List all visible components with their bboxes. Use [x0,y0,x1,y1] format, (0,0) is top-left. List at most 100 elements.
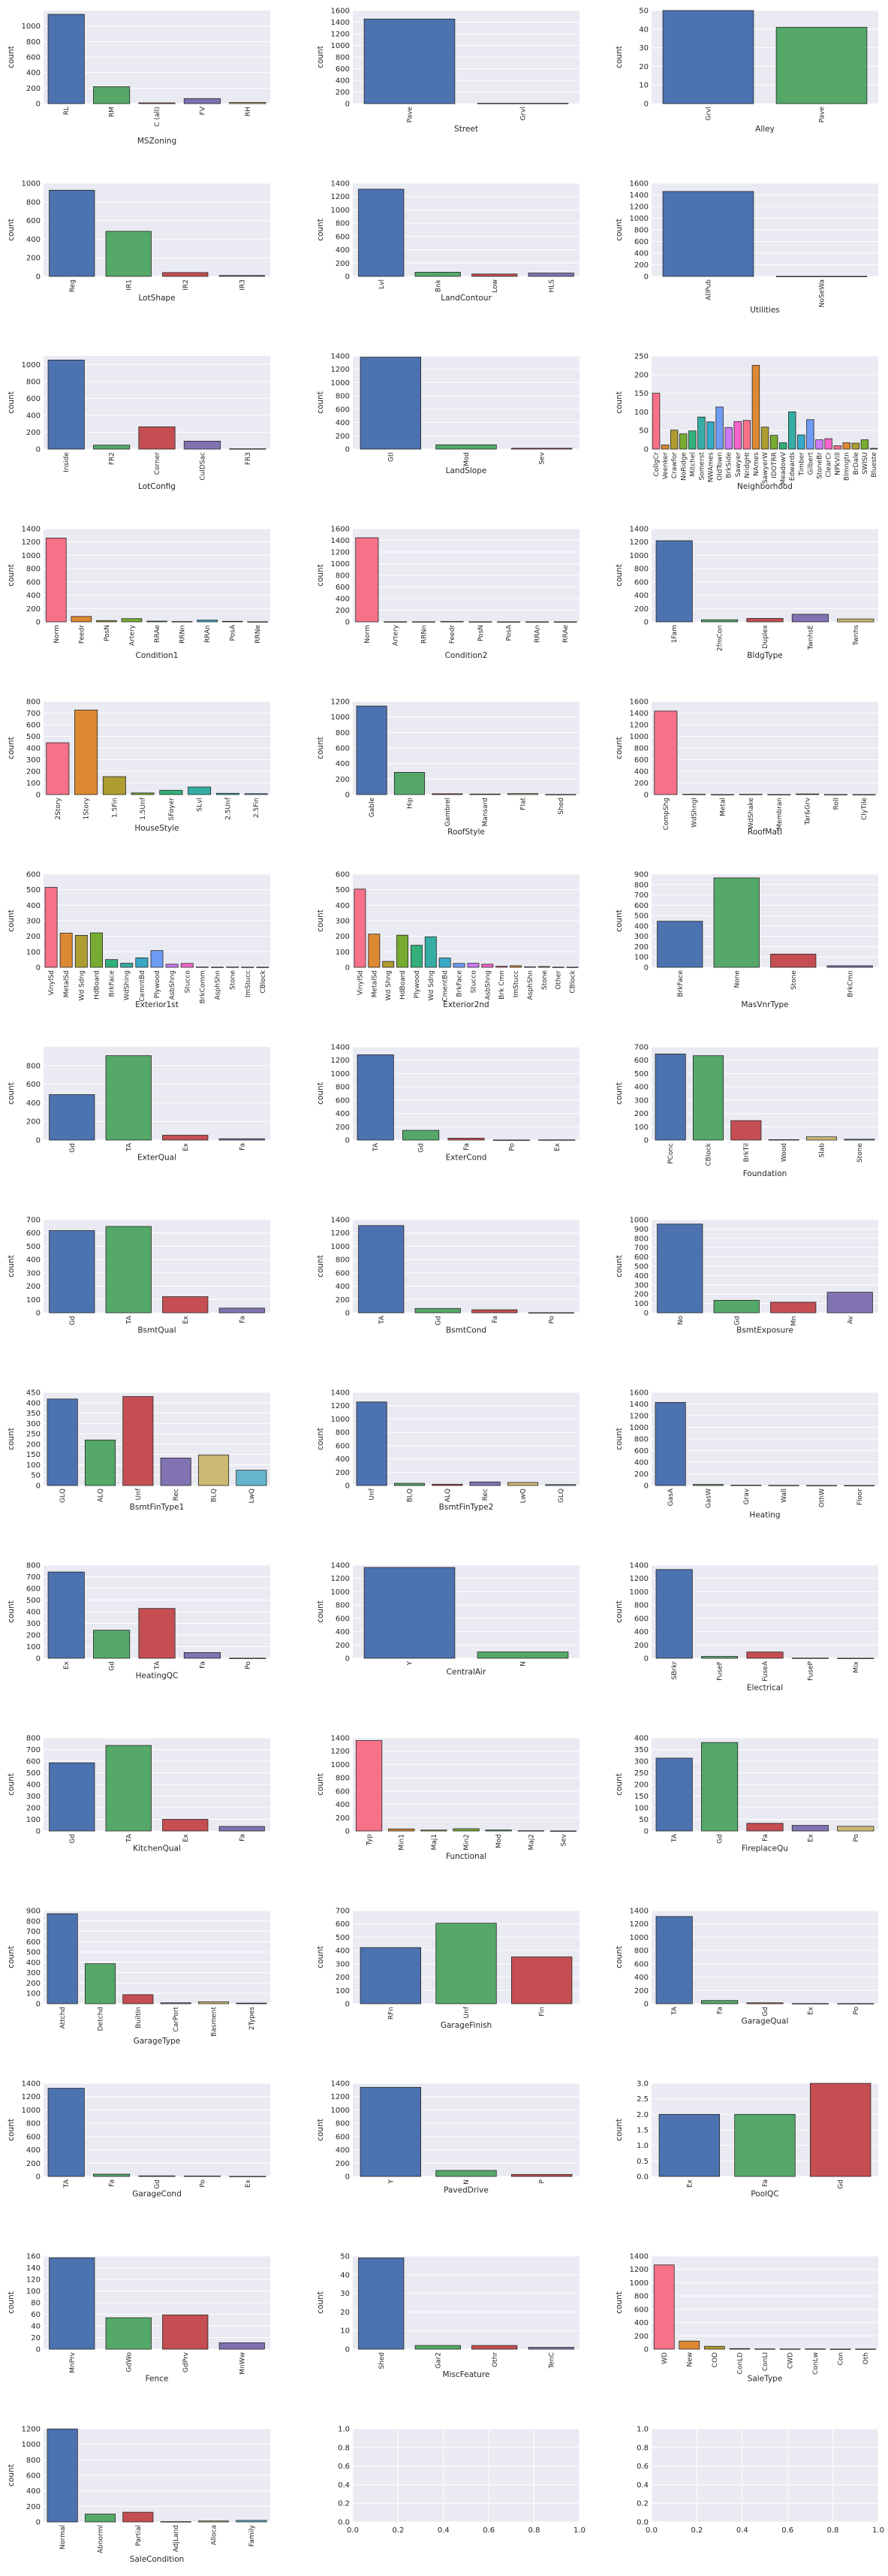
x-tick-label: PConc [667,1143,675,1164]
bar [135,957,149,968]
x-tick-label: Sev [539,451,546,464]
y-axis-label: count [615,564,624,587]
y-tick-label: 1000 [630,1424,649,1432]
y-tick-label: 800 [336,1256,350,1265]
bar [120,963,134,968]
x-tick-label: BuiltIn [135,2007,143,2029]
x-tick-label: WdShing [124,970,131,1000]
bar [662,191,754,277]
y-tick-label: 800 [26,566,41,574]
y-tick-label: 800 [26,1917,41,1926]
x-tick-label: Plywood [154,970,161,998]
x-axis-label: BsmtExposure [736,1326,793,1335]
bar [679,2340,700,2350]
x-tick-label: TA [671,1833,679,1843]
bar [655,1401,686,1486]
y-tick-label: 700 [26,1928,41,1936]
y-tick-label: 350 [634,1746,649,1754]
y-axis-label: count [7,1082,16,1105]
x-tick-label: Ex [686,2179,694,2188]
x-axis-label: CentralAir [447,1667,486,1676]
y-tick-label: 50 [639,8,649,16]
bar [47,1571,85,1659]
x-tick-label: CmentBd [442,970,450,1002]
y-tick-label: 0 [36,2346,41,2354]
x-tick-label: Wall [781,1489,788,1503]
y-tick-label: 450 [26,1389,41,1398]
x-tick-label: Stucco [470,970,477,994]
bar [84,1963,116,2004]
y-tick-label: 200 [336,1642,350,1650]
bar [410,945,423,968]
y-axis-label: count [615,1082,624,1105]
chart-30: 0 200 400 600 800 1000 1200 1400 SBrkr FuseF FuseA… [615,1562,878,1693]
y-tick-label: 0.4 [637,2481,649,2490]
x-tick-label: GdPrv [182,2351,190,2372]
y-tick-label: 400 [336,77,350,86]
bar [229,1658,266,1659]
y-tick-label: 250 [26,1431,41,1439]
y-tick-label: 400 [634,1735,649,1743]
x-tick-label: RRAe [154,625,161,643]
bar [226,967,239,968]
y-tick-label: 200 [26,1283,41,1291]
bar [701,619,739,623]
bar [791,1658,829,1659]
y-axis-label: count [7,1428,16,1450]
y-tick-label: 1200 [331,1575,350,1583]
x-tick-label: TA [378,1315,386,1325]
y-tick-label: 0 [644,2001,649,2009]
y-tick-label: 800 [634,1602,649,1610]
y-tick-label: 600 [26,1229,41,1238]
x-tick-label: ConLI [762,2352,769,2371]
y-axis-label: count [615,1600,624,1623]
y-tick-label: 200 [26,1805,41,1813]
chart-2: 0 200 400 600 800 1000 1200 1400 1600 Pave Grvl Str… [316,8,579,134]
y-tick-label: 200 [26,1440,41,1449]
x-tick-label: Metal [719,798,727,816]
y-tick-label: 400 [26,412,41,420]
bar [244,793,268,795]
bar [775,276,868,277]
chart-45: 0.0 0.2 0.4 0.6 0.8 1.0 0.0 0.2 0.4 0.6 0.8 1.0 [637,2426,884,2535]
x-tick-label: Y [407,1661,414,1667]
x-tick-label: ClearCr [826,452,833,478]
x-tick-label: NWAmes [708,452,715,483]
x-tick-label: 1Story [83,797,91,819]
y-tick-label: 20 [31,2334,41,2342]
bar [90,932,103,968]
bar [159,789,183,795]
y-tick-label: 1000 [22,361,41,370]
y-tick-label: 1000 [630,1588,649,1597]
y-tick-label: 80 [31,2300,41,2308]
y-axis-label: count [316,1082,325,1105]
x-tick-label: N [463,2179,471,2185]
bar [791,614,829,623]
y-tick-label: 50 [31,1472,41,1480]
bar [788,412,796,450]
x-tick-label: 2Story [55,797,62,819]
x-tick-label: RRNn [179,625,187,644]
y-tick-label: 150 [634,390,649,398]
y-tick-label: 0 [36,101,41,109]
y-tick-label: 600 [26,54,41,62]
chart-43: 0 200 400 600 800 1000 1200 Normal Abnorml Partia… [7,2426,270,2564]
y-tick-label: 160 [26,2253,41,2261]
chart-29: 0 200 400 600 800 1000 1200 1400 Y N CentralAir cou… [316,1562,579,1676]
bar [492,1139,530,1141]
x-tick-label: RM [109,107,116,117]
y-tick-label: 40 [639,26,649,34]
y-tick-label: 0.2 [338,2500,350,2508]
y-tick-label: 200 [634,780,649,788]
y-tick-label: 600 [26,1585,41,1594]
bar [855,2348,877,2350]
y-tick-label: 500 [634,912,649,921]
x-axis-label: PoolQC [751,2190,778,2199]
y-tick-label: 400 [336,1110,350,1118]
bar [730,1120,762,1141]
x-tick-label: IDOTRR [771,452,778,478]
bar [453,1828,480,1832]
y-tick-label: 600 [336,233,350,241]
